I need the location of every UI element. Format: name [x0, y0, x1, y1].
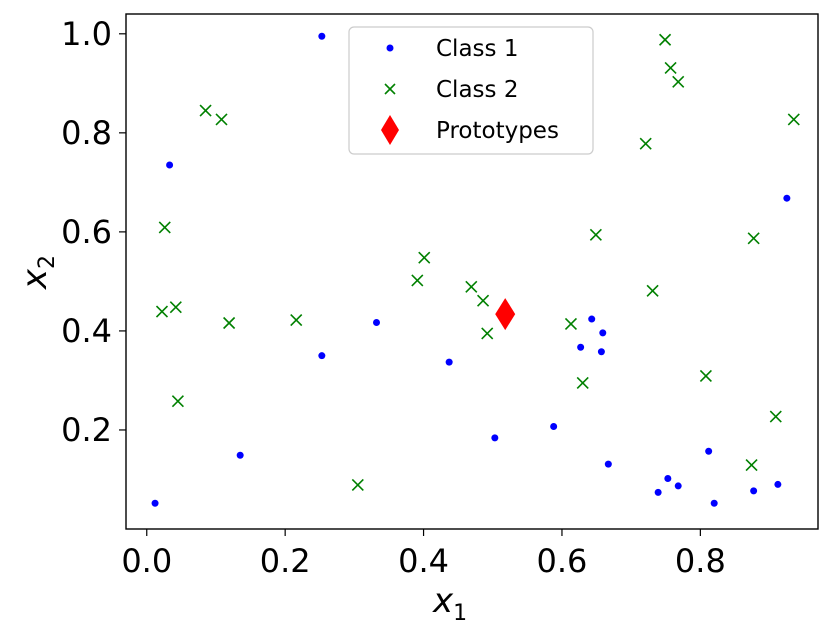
class-1-point — [654, 488, 662, 496]
class-2-point — [787, 113, 800, 126]
x-tick-label: 0.2 — [260, 542, 311, 580]
class-2-point — [290, 313, 303, 327]
points-layer — [151, 32, 800, 507]
class-1-point — [151, 499, 159, 507]
class-2-point — [199, 104, 212, 117]
y-tick-label: 0.4 — [61, 312, 112, 350]
y-axis-label-sub: 2 — [35, 255, 60, 269]
legend-label-class-2: Class 2 — [436, 77, 518, 103]
class-1-point — [774, 480, 782, 488]
legend-marker-class-1 — [386, 44, 394, 52]
class-2-point — [589, 228, 602, 241]
class-2-point — [215, 113, 228, 126]
legend-label-class-1: Class 1 — [436, 36, 518, 62]
class-1-point — [445, 358, 453, 366]
class-2-point — [699, 369, 712, 383]
class-1-point — [597, 348, 605, 356]
ticks-layer: 0.0 0.2 0.4 0.6 0.8 0.2 0.4 0.6 0.8 1.0 — [61, 15, 726, 580]
class-2-point — [171, 395, 184, 408]
class-2-point — [465, 280, 478, 293]
x-tick-label: 0.4 — [398, 542, 449, 580]
class-1-point — [318, 352, 326, 360]
x-axis-label-main: x — [432, 581, 454, 621]
y-tick-label: 0.2 — [61, 411, 112, 449]
plot-frame — [125, 13, 819, 530]
legend-box — [348, 26, 594, 155]
class-2-point — [564, 317, 578, 331]
class-1-point — [491, 434, 499, 442]
y-tick-label: 0.6 — [61, 213, 112, 251]
x-tick-label: 0.8 — [675, 542, 726, 580]
class-1-point — [750, 487, 758, 495]
x-tick-label: 0.6 — [537, 542, 588, 580]
y-tick-label: 0.8 — [61, 114, 112, 152]
class-1-point — [236, 451, 244, 459]
x-tick-label: 0.0 — [121, 542, 172, 580]
class-2-point — [576, 376, 589, 389]
legend-label-prototypes: Prototypes — [436, 118, 559, 144]
class-2-point — [169, 301, 182, 314]
class-2-point — [745, 459, 758, 472]
class-1-point — [604, 460, 612, 468]
class-2-point — [639, 137, 652, 150]
class-2-point — [664, 61, 677, 75]
class-2-point — [481, 327, 494, 340]
class-2-point — [477, 294, 490, 307]
legend-marker-prototypes — [381, 115, 399, 145]
class-2-point — [659, 33, 672, 46]
class-1-point — [674, 482, 682, 490]
class-1-point — [373, 319, 381, 327]
class-1-point — [166, 161, 174, 169]
class-1-point — [318, 32, 326, 40]
prototypes-point — [495, 298, 516, 331]
class-1-point — [577, 343, 585, 351]
class-1-point — [705, 447, 713, 455]
class-2-point — [747, 232, 760, 245]
class-1-point — [588, 315, 596, 323]
y-tick-label: 1.0 — [61, 15, 112, 53]
legend-marker-class-2 — [384, 83, 396, 95]
legend: Class 1 Class 2 Prototypes — [348, 26, 594, 155]
x-axis-label-sub: 1 — [453, 601, 467, 626]
class-2-point — [646, 284, 659, 297]
class-2-point — [155, 305, 169, 318]
class-2-point — [351, 478, 364, 491]
class-2-point — [411, 274, 424, 287]
x-axis-label: x1 — [432, 581, 467, 626]
class-2-point — [418, 251, 431, 264]
class-1-point — [710, 499, 718, 507]
class-1-point — [550, 422, 558, 430]
class-1-point — [664, 474, 672, 482]
class-2-point — [672, 75, 685, 88]
class-1-point — [783, 194, 791, 202]
class-2-point — [158, 221, 171, 234]
y-axis-label: x2 — [15, 255, 60, 290]
class-1-point — [599, 329, 607, 337]
class-2-point — [223, 316, 236, 330]
y-axis-label-main: x — [15, 268, 55, 290]
class-2-point — [769, 410, 782, 423]
